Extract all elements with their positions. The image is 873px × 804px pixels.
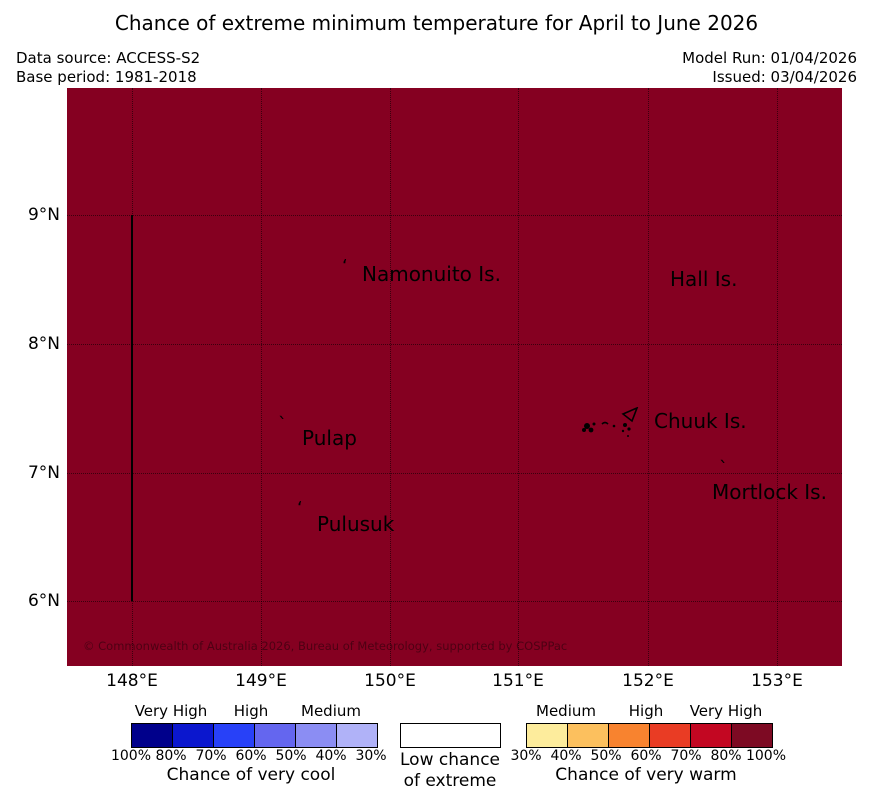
warm-legend-caption: Chance of very warm xyxy=(555,765,737,785)
gridline-lat-8°N xyxy=(67,344,842,345)
page-title: Chance of extreme minimum temperature fo… xyxy=(114,11,759,35)
island-mark: ` xyxy=(719,458,728,479)
lat-tick-label: 8°N xyxy=(27,334,60,354)
island-mark: ‘ xyxy=(342,256,348,277)
colorbar-segment xyxy=(254,724,295,747)
legend-category-label: Very High xyxy=(134,702,208,720)
gridline-lon-151°E xyxy=(518,88,519,666)
warm-colorbar xyxy=(526,723,773,748)
island-mark: ` xyxy=(278,414,287,435)
legend-category-label: High xyxy=(233,702,269,720)
base-period-label: Base period: 1981-2018 xyxy=(16,68,197,86)
gridline-lon-150°E xyxy=(390,88,391,666)
colorbar-segment xyxy=(527,724,567,747)
map-canvas: © Commonwealth of Australia 2026, Bureau… xyxy=(67,88,842,666)
island-label: Hall Is. xyxy=(670,267,738,291)
island-label: Namonuito Is. xyxy=(362,262,501,286)
legend-category-label: Medium xyxy=(301,702,361,720)
legend-tick-label: 70% xyxy=(195,748,227,764)
gridline-lon-152°E xyxy=(648,88,649,666)
low-chance-label-line2: of extreme xyxy=(403,771,497,791)
low-chance-label-line1: Low chance xyxy=(400,750,500,770)
cool-legend-caption: Chance of very cool xyxy=(166,765,336,785)
legend-tick-label: 30% xyxy=(510,748,542,764)
legend-tick-label: 40% xyxy=(315,748,347,764)
legend-tick-label: 30% xyxy=(355,748,387,764)
lon-tick-label: 152°E xyxy=(622,671,674,691)
colorbar-segment xyxy=(213,724,254,747)
model-run-label: Model Run: 01/04/2026 xyxy=(682,49,857,67)
legend-category-label: Very High xyxy=(689,702,763,720)
cool-colorbar xyxy=(131,723,378,748)
legend-tick-label: 50% xyxy=(275,748,307,764)
lat-tick-label: 9°N xyxy=(27,205,60,225)
colorbar-segment xyxy=(608,724,649,747)
lat-tick-label: 6°N xyxy=(27,591,60,611)
colorbar-segment xyxy=(649,724,690,747)
gridline-lon-148°E xyxy=(132,88,133,666)
data-source-label: Data source: ACCESS-S2 xyxy=(16,49,201,67)
island-label: Mortlock Is. xyxy=(712,480,827,504)
legend-tick-label: 60% xyxy=(235,748,267,764)
colorbar-segment xyxy=(336,724,377,747)
issued-label: Issued: 03/04/2026 xyxy=(712,68,857,86)
legend-tick-label: 100% xyxy=(110,748,152,764)
gridline-lon-153°E xyxy=(777,88,778,666)
colorbar-segment xyxy=(567,724,608,747)
lon-tick-label: 153°E xyxy=(751,671,803,691)
gridline-lon-149°E xyxy=(261,88,262,666)
island-label: Pulusuk xyxy=(317,512,395,536)
lon-tick-label: 151°E xyxy=(492,671,544,691)
legend-tick-label: 80% xyxy=(155,748,187,764)
lat-tick-label: 7°N xyxy=(27,463,60,483)
low-chance-box xyxy=(400,723,501,748)
colorbar-segment xyxy=(690,724,731,747)
gridline-lat-9°N xyxy=(67,215,842,216)
island-mark: ‘ xyxy=(297,498,303,519)
gridline-lat-7°N xyxy=(67,473,842,474)
legend-tick-label: 40% xyxy=(550,748,582,764)
legend-tick-label: 100% xyxy=(745,748,787,764)
legend-tick-label: 60% xyxy=(630,748,662,764)
lon-tick-label: 149°E xyxy=(235,671,287,691)
header-left: Data source: ACCESS-S2 Base period: 1981… xyxy=(16,49,200,87)
gridline-lat-6°N xyxy=(67,601,842,602)
lon-tick-label: 150°E xyxy=(364,671,416,691)
legend-tick-label: 80% xyxy=(710,748,742,764)
chuuk-islands-cluster xyxy=(582,407,639,437)
legend-category-label: Medium xyxy=(536,702,596,720)
header-right: Model Run: 01/04/2026 Issued: 03/04/2026 xyxy=(682,49,857,87)
island-label: Chuuk Is. xyxy=(654,409,747,433)
lon-tick-label: 148°E xyxy=(106,671,158,691)
colorbar-segment xyxy=(132,724,172,747)
island-label: Pulap xyxy=(302,426,357,450)
colorbar-segment xyxy=(172,724,213,747)
colorbar-segment xyxy=(731,724,772,747)
legend-tick-label: 70% xyxy=(670,748,702,764)
legend-tick-label: 50% xyxy=(590,748,622,764)
legend-category-label: High xyxy=(628,702,664,720)
colorbar-segment xyxy=(295,724,336,747)
copyright-notice: © Commonwealth of Australia 2026, Bureau… xyxy=(83,639,568,653)
